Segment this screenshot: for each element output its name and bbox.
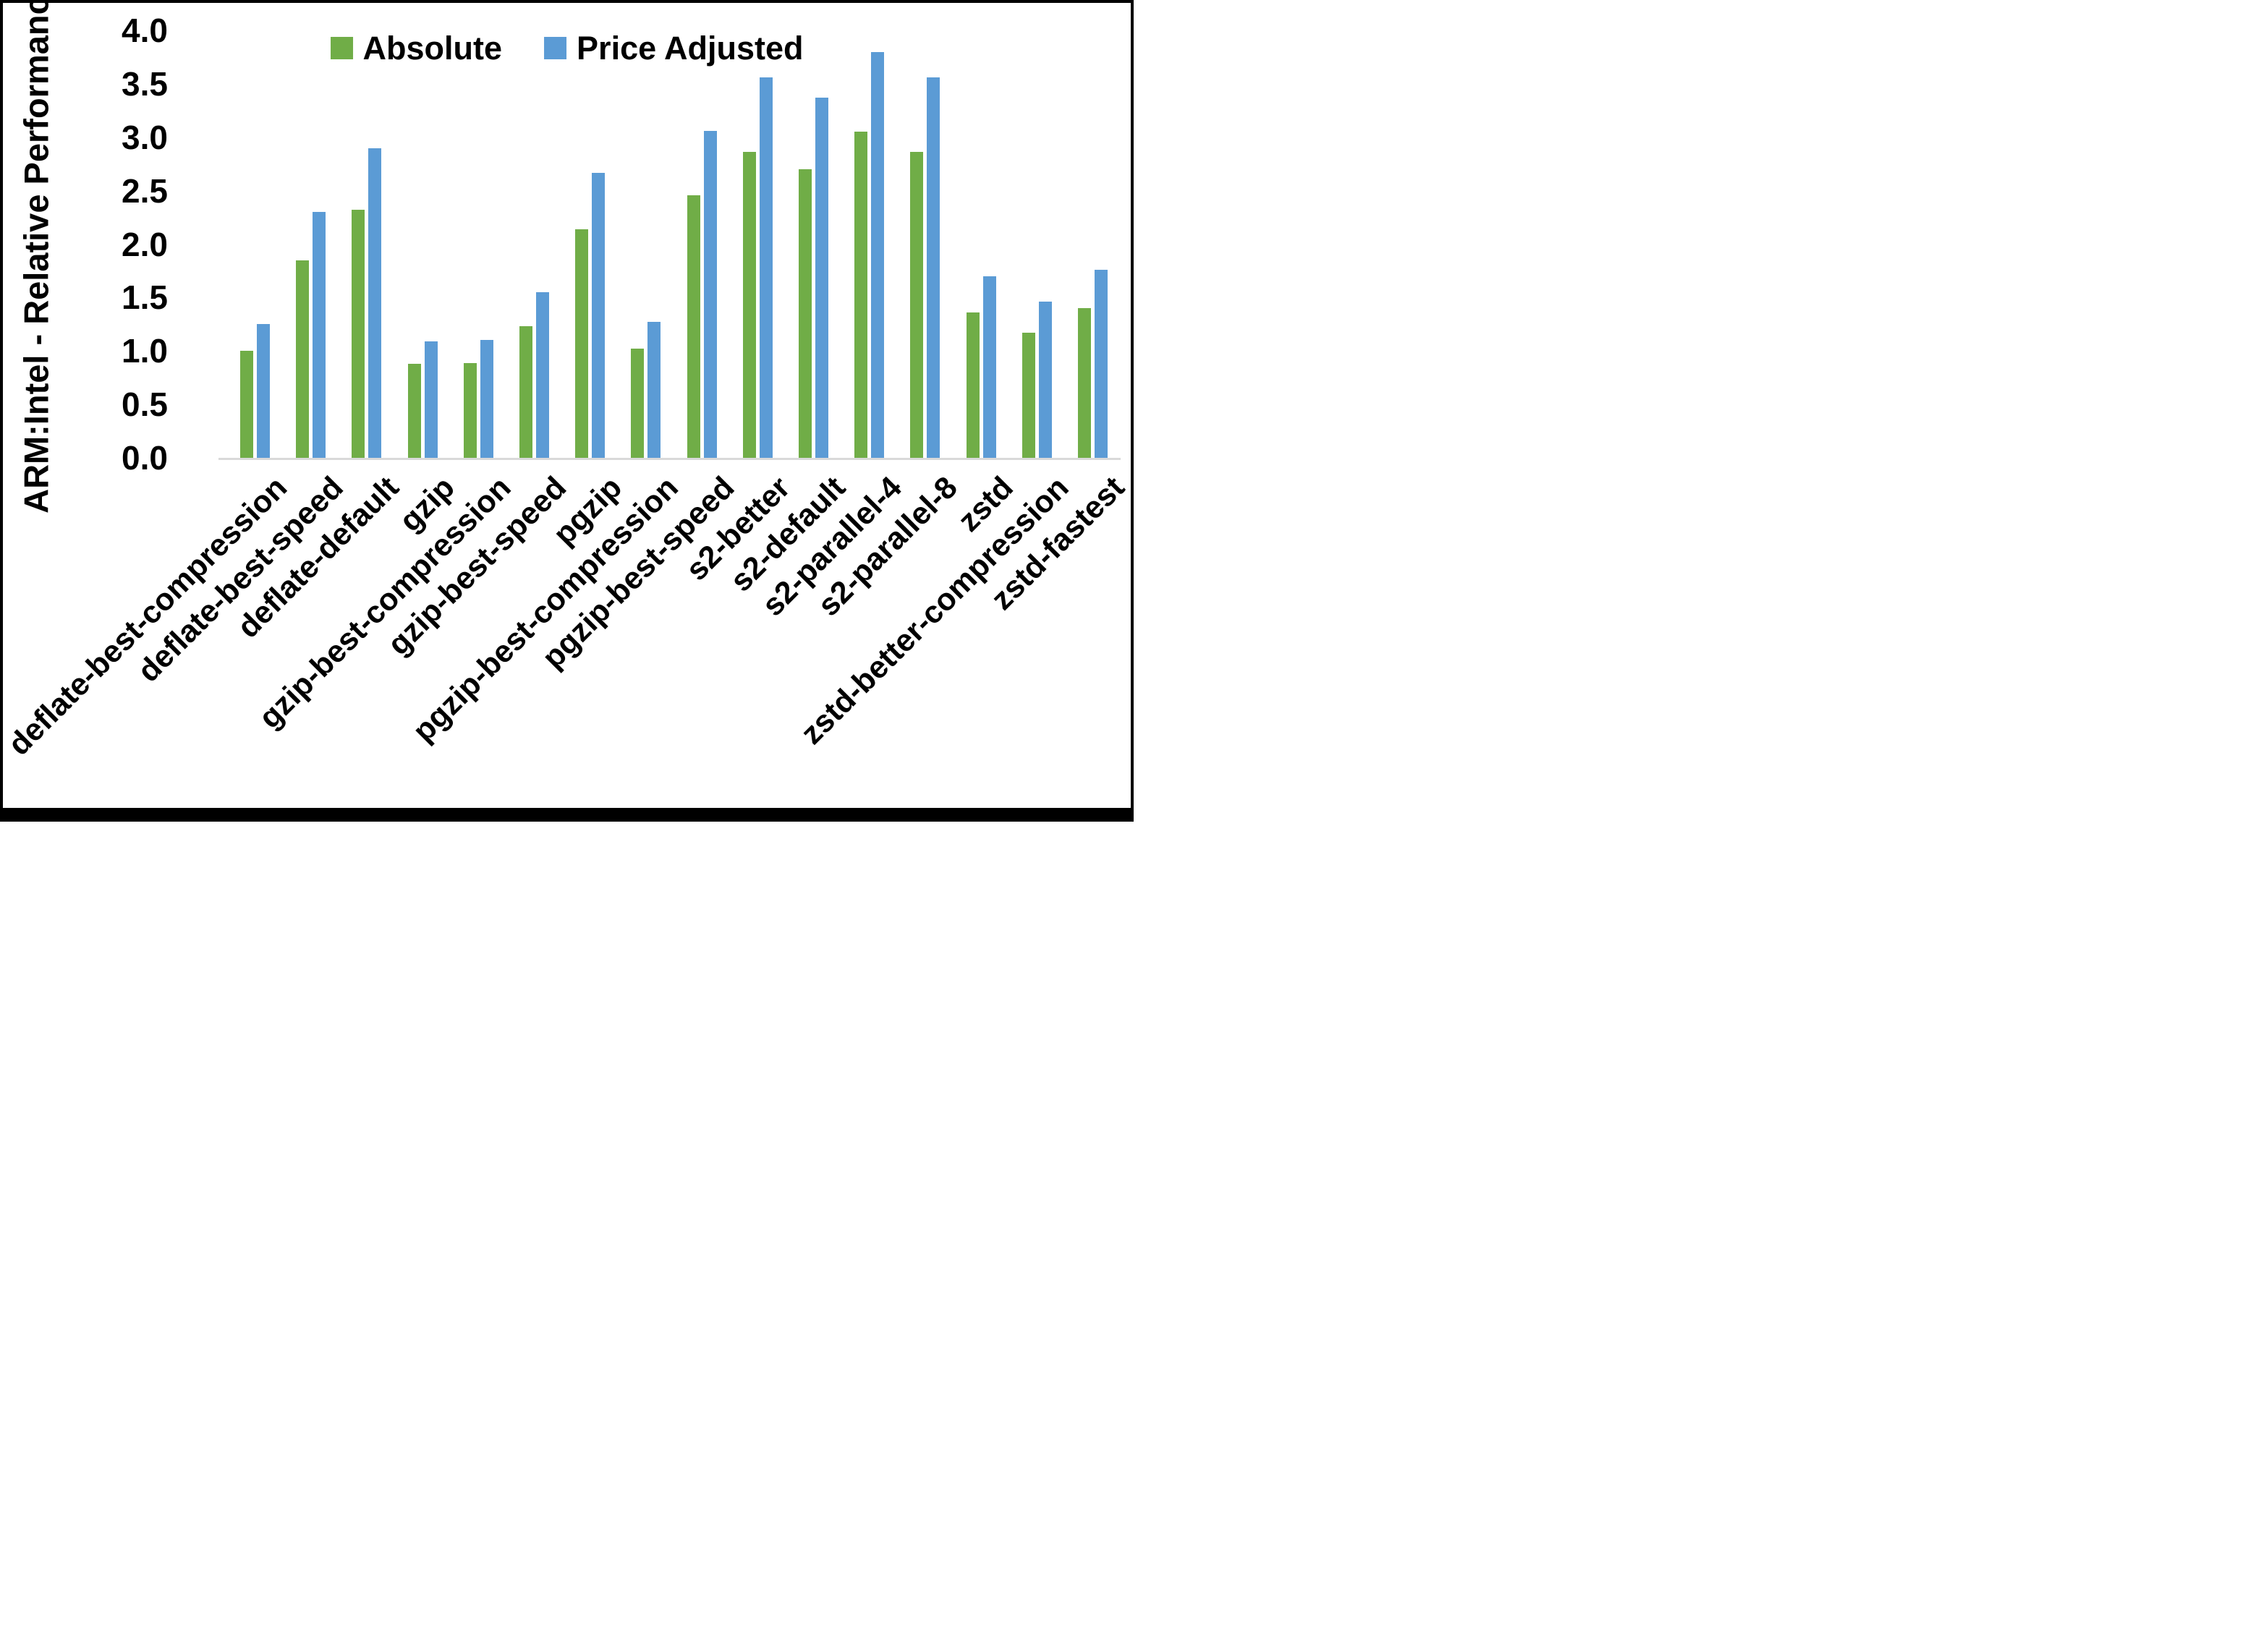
bar-group [618, 30, 674, 458]
legend-swatch-absolute-icon [330, 37, 353, 59]
bar-group [1009, 30, 1065, 458]
bar-absolute [854, 132, 868, 458]
bar-price-adjusted [536, 292, 550, 458]
bar-group [897, 30, 953, 458]
bar-group [1065, 30, 1121, 458]
bar-price-adjusted [982, 276, 996, 458]
bar-absolute [463, 362, 477, 458]
bar-group [283, 30, 339, 458]
bar-absolute [407, 363, 421, 458]
y-tick-label: 4.0 [122, 12, 168, 49]
bar-absolute [1022, 333, 1035, 458]
legend-item-price-adjusted: Price Adjusted [544, 32, 803, 64]
bar-absolute [910, 152, 924, 458]
bar-absolute [352, 210, 365, 458]
bar-absolute [1077, 308, 1091, 458]
y-tick-label: 1.5 [122, 278, 168, 317]
bar-price-adjusted [313, 212, 326, 458]
bar-price-adjusted [927, 77, 940, 458]
bar-price-adjusted [759, 77, 773, 458]
bar-absolute [240, 351, 254, 458]
legend-label-absolute: Absolute [362, 30, 503, 67]
bar-group [674, 30, 730, 458]
bar-absolute [798, 169, 812, 458]
y-tick-label: 2.0 [122, 225, 168, 263]
y-tick-label: 3.0 [122, 118, 168, 156]
bar-group [227, 30, 283, 458]
legend-label-price-adjusted: Price Adjusted [577, 30, 804, 67]
bar-price-adjusted [1038, 302, 1052, 458]
bar-absolute [296, 260, 310, 458]
x-axis-line [218, 458, 1121, 460]
bar-price-adjusted [257, 324, 271, 458]
chart-frame: ARM:Intel - Relative Performance 0.0 0.5 1… [0, 0, 1134, 822]
bar-absolute [519, 326, 533, 458]
bar-price-adjusted [480, 340, 493, 458]
bar-group [841, 30, 897, 458]
y-tick-label: 1.0 [122, 332, 168, 370]
bar-group [339, 30, 394, 458]
y-axis-tick-labels: 0.0 0.5 1.0 1.5 2.0 2.5 3.0 3.5 4.0 [3, 14, 168, 474]
bar-absolute [575, 229, 589, 458]
bar-price-adjusted [592, 172, 606, 458]
bar-price-adjusted [815, 98, 828, 458]
legend-item-absolute: Absolute [330, 30, 503, 67]
bar-group [786, 30, 841, 458]
bar-price-adjusted [647, 322, 661, 458]
legend-swatch-price-adjusted-icon [544, 37, 567, 59]
bar-price-adjusted [368, 148, 382, 458]
bar-price-adjusted [1094, 269, 1108, 458]
bar-absolute [742, 152, 756, 458]
y-tick-label: 0.0 [122, 439, 168, 477]
bar-absolute [687, 195, 700, 458]
bar-group [395, 30, 451, 458]
y-tick-label: 3.5 [122, 64, 168, 103]
bar-groups [227, 30, 1121, 458]
bar-group [506, 30, 562, 458]
bar-price-adjusted [703, 130, 717, 458]
legend: Absolute Price Adjusted [330, 30, 803, 67]
y-tick-label: 2.5 [122, 171, 168, 210]
bar-group [562, 30, 618, 458]
y-tick-label: 0.5 [122, 386, 168, 424]
bar-absolute [631, 349, 645, 458]
bottom-black-bar [3, 808, 1131, 819]
bar-group [953, 30, 1008, 458]
plot-area [218, 30, 1121, 460]
bar-absolute [966, 312, 980, 458]
bar-price-adjusted [424, 341, 438, 458]
bar-price-adjusted [871, 51, 885, 458]
bar-group [451, 30, 506, 458]
bar-group [730, 30, 786, 458]
x-label-cell: zstd-fastest [985, 469, 1131, 809]
x-axis-labels: deflate-best-compression deflate-best-spe… [3, 469, 1131, 809]
